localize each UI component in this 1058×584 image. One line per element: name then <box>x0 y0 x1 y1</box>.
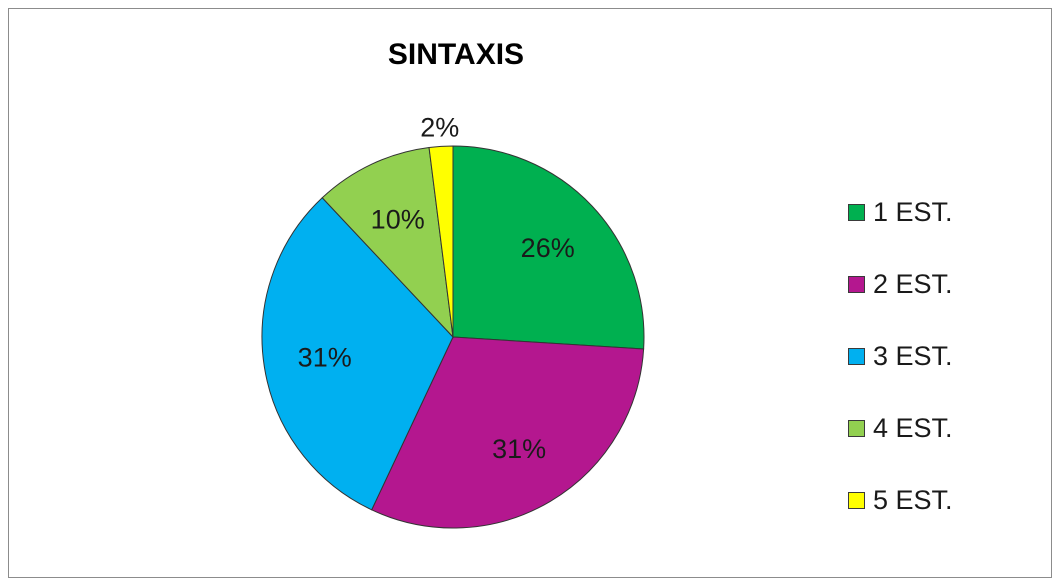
legend-item-2-est: 2 EST. <box>848 268 953 300</box>
legend-item-5-est: 5 EST. <box>848 484 953 516</box>
data-label-2-est: 31% <box>492 434 546 464</box>
pie-data-labels: 26% 31% 31% 10% 2% <box>298 112 575 464</box>
pie-slice-5-est <box>428 145 454 338</box>
chart-title: SINTAXIS <box>387 38 525 71</box>
legend-label-1-est: 1 EST. <box>873 196 953 227</box>
pie-slices <box>261 145 645 529</box>
data-label-1-est: 26% <box>521 233 575 263</box>
legend-label-4-est: 4 EST. <box>873 412 953 443</box>
data-label-3-est: 31% <box>298 342 352 372</box>
legend-swatch-1-est <box>848 203 865 221</box>
legend-item-1-est: 1 EST. <box>848 196 953 228</box>
legend-label-2-est: 2 EST. <box>873 268 953 299</box>
legend-label-3-est: 3 EST. <box>873 340 953 371</box>
pie-slice-3-est <box>261 197 454 511</box>
legend-swatch-5-est <box>848 491 865 509</box>
data-label-5-est: 2% <box>420 112 459 142</box>
pie-slice-2-est <box>371 336 645 529</box>
data-label-4-est: 10% <box>371 205 425 235</box>
legend-swatch-2-est <box>848 275 865 293</box>
legend-item-4-est: 4 EST. <box>848 412 953 444</box>
legend-label-5-est: 5 EST. <box>873 484 953 515</box>
pie-slice-1-est <box>452 145 645 350</box>
legend-swatch-3-est <box>848 347 865 365</box>
legend-item-3-est: 3 EST. <box>848 340 953 372</box>
pie-slice-4-est <box>321 146 454 339</box>
legend-swatch-4-est <box>848 419 865 437</box>
